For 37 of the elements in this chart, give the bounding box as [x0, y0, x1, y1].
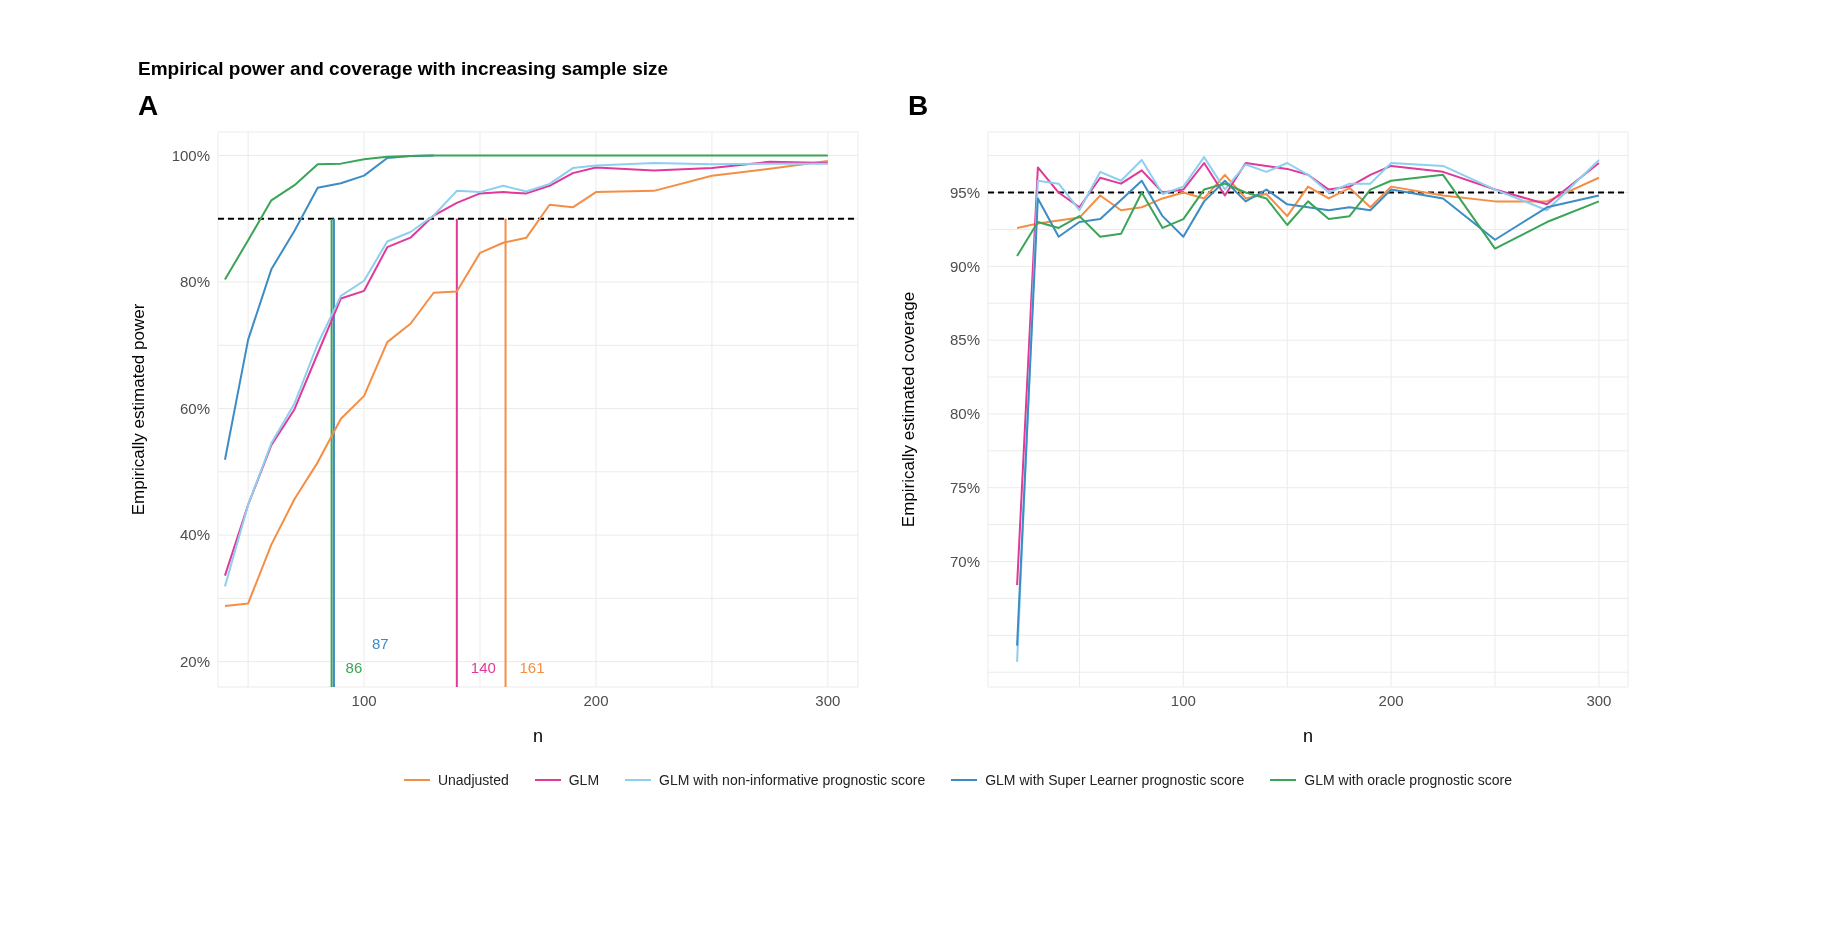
line-series — [1016, 173, 1600, 257]
y-tick-label: 60% — [179, 399, 210, 417]
y-tick-label: 80% — [949, 405, 980, 423]
x-axis-title: n — [1302, 726, 1314, 746]
ref-line-label: 86 — [345, 659, 363, 676]
x-tick-label: 300 — [815, 691, 841, 709]
y-tick-label: 40% — [179, 526, 210, 544]
y-axis-title: Empirically estimated coverage — [899, 291, 919, 528]
legend-label: GLM with non-informative prognostic score — [659, 772, 926, 788]
x-tick-label: 300 — [1586, 691, 1612, 709]
y-tick-label: 80% — [179, 273, 210, 291]
line-series — [1016, 162, 1600, 587]
y-tick-label: 70% — [949, 552, 980, 570]
legend-label: Unadjusted — [437, 772, 509, 788]
legend-label: GLM with Super Learner prognostic score — [985, 772, 1245, 788]
y-tick-label: 85% — [949, 331, 980, 349]
ref-line-label: 87 — [371, 635, 389, 652]
chart-subtitle: A — [138, 90, 160, 122]
y-tick-label: 100% — [171, 146, 210, 164]
x-tick-label: 200 — [583, 691, 609, 709]
x-tick-label: 100 — [351, 691, 377, 709]
line-series — [1016, 173, 1600, 229]
y-tick-label: 75% — [949, 479, 980, 497]
legend-label: GLM — [568, 772, 600, 788]
y-tick-label: 20% — [179, 653, 210, 671]
x-tick-label: 100 — [1170, 691, 1196, 709]
y-axis-title: Empirically estimated power — [129, 303, 149, 516]
ref-line-label: 140 — [470, 659, 496, 676]
y-tick-label: 95% — [949, 183, 980, 201]
line-series — [223, 154, 829, 281]
x-tick-label: 200 — [1378, 691, 1404, 709]
chart-title: Empirical power and coverage with increasing sample size — [138, 58, 670, 80]
y-tick-label: 90% — [949, 257, 980, 275]
ref-line-label: 161 — [519, 659, 545, 676]
chart-title: B — [908, 90, 930, 122]
x-axis-title: n — [532, 726, 544, 746]
legend-label: GLM with oracle prognostic score — [1304, 772, 1513, 788]
